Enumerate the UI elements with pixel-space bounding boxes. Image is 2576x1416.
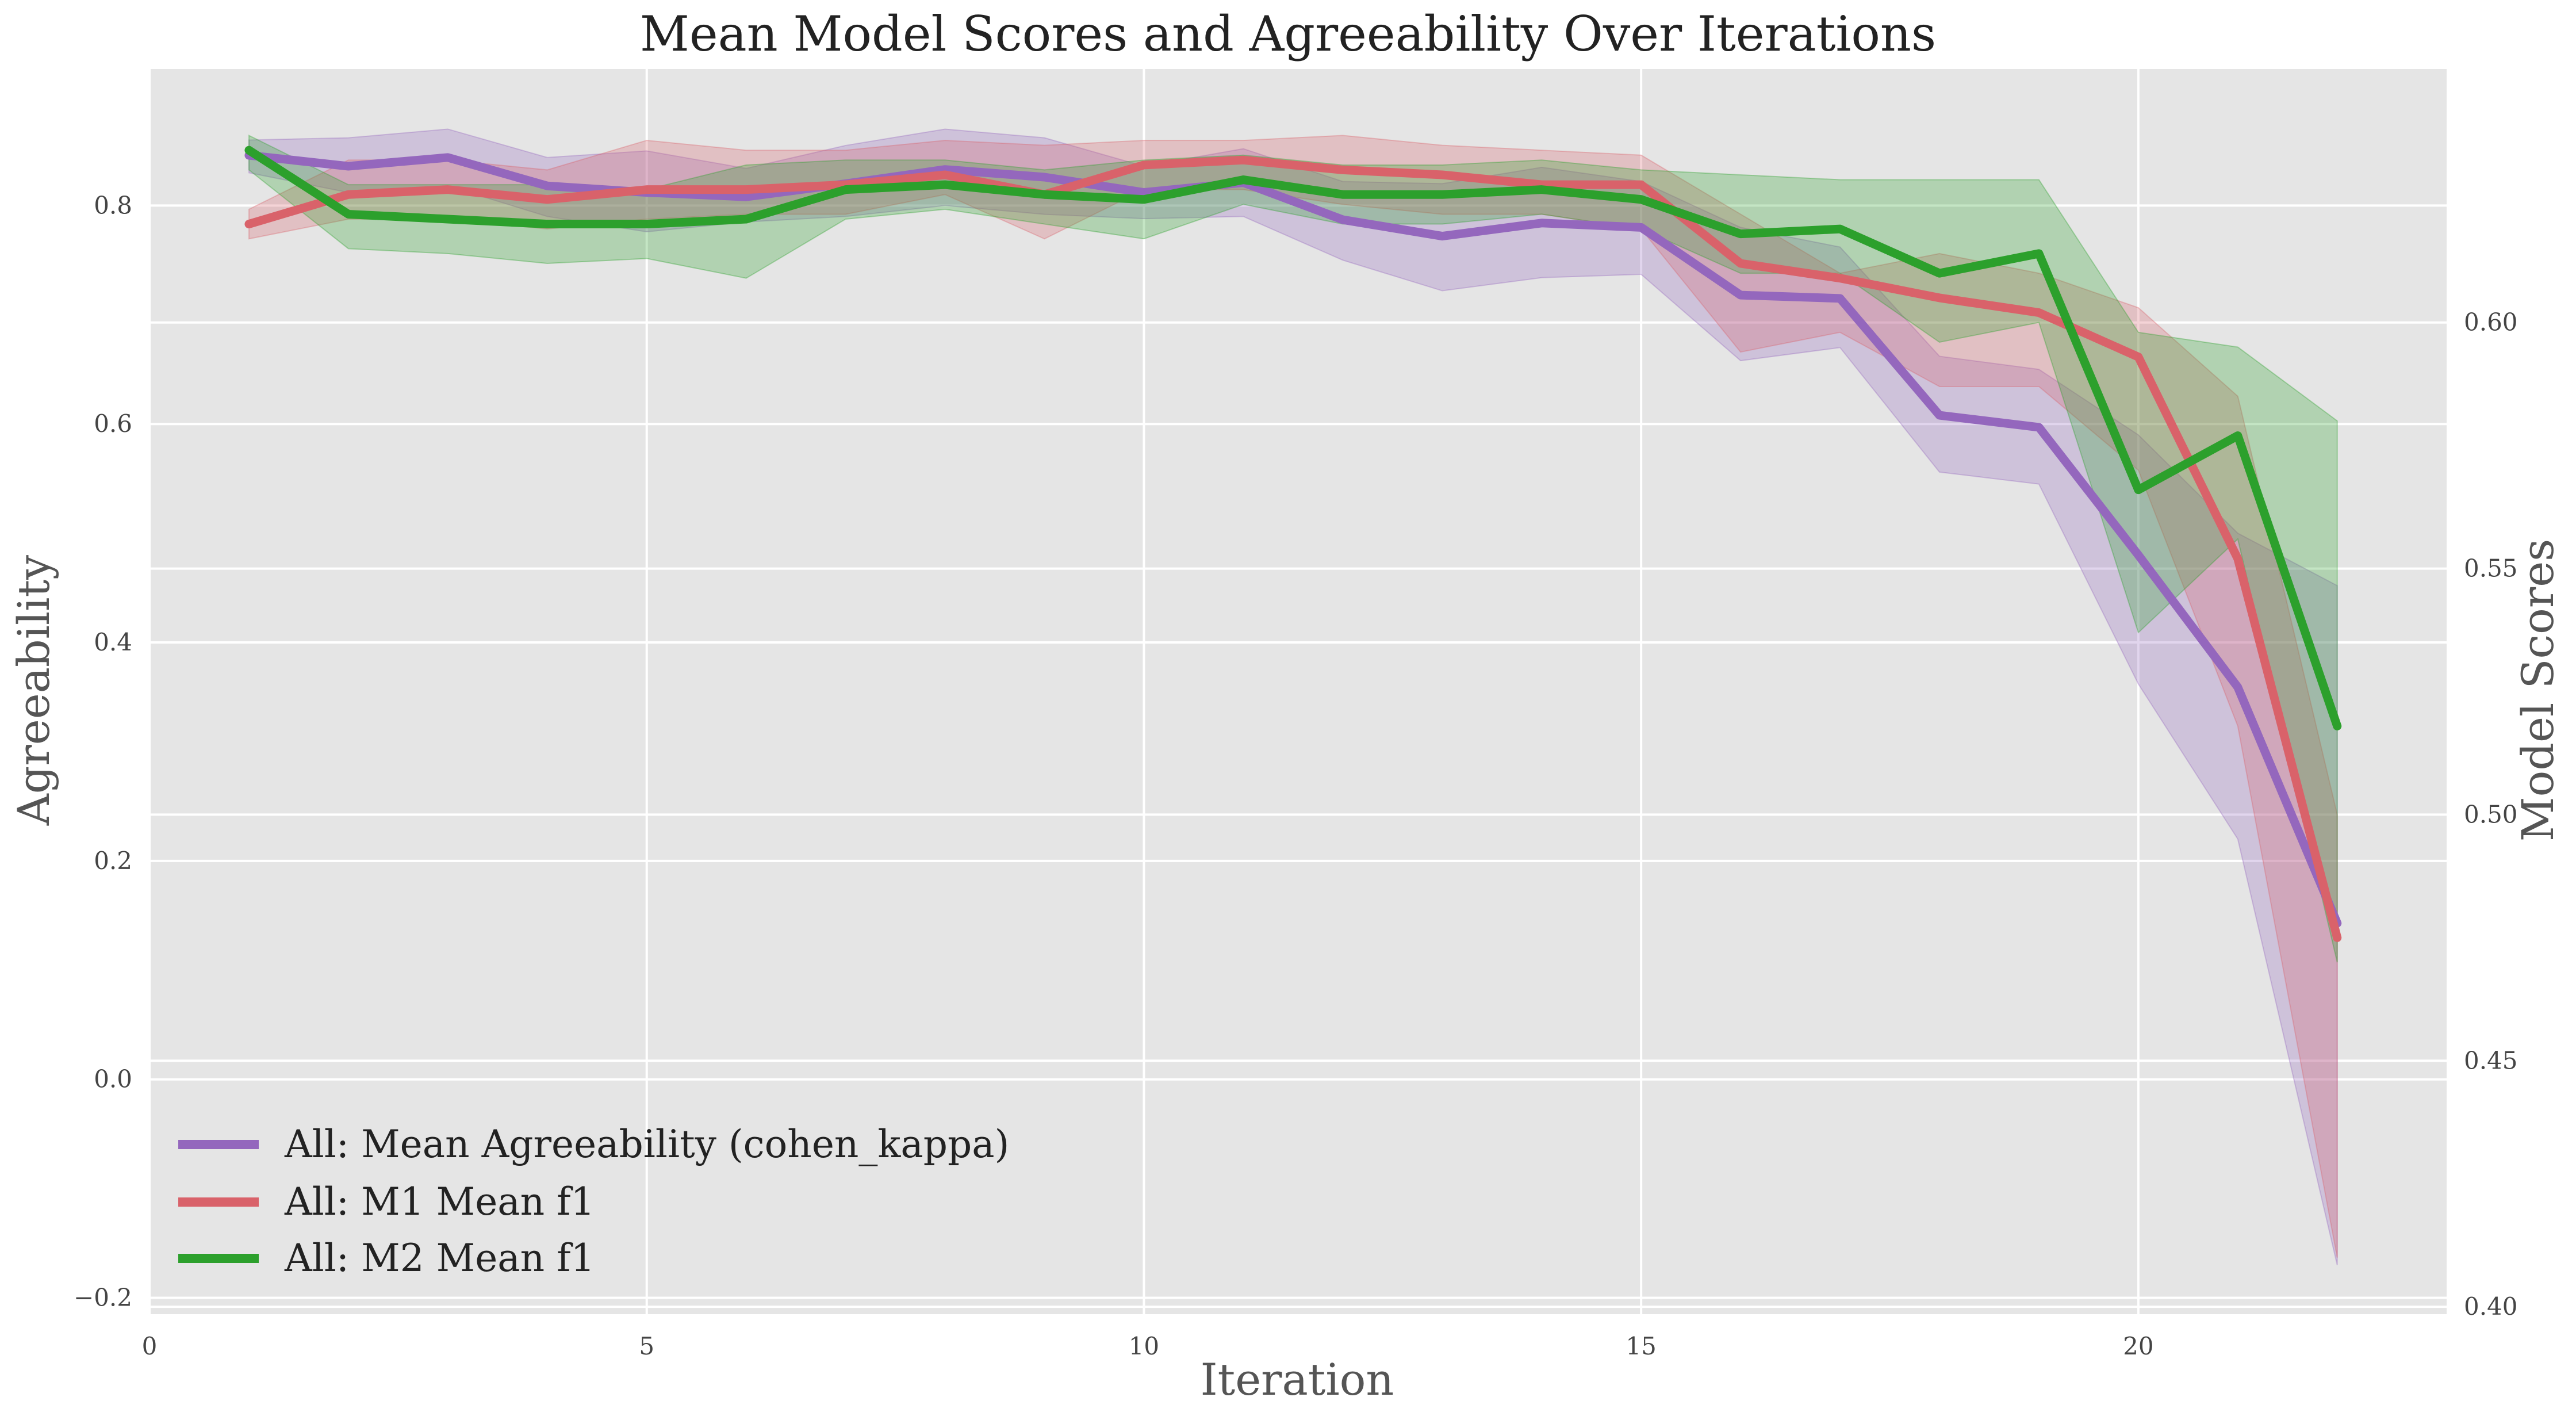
- y-tick-label-right: 0.40: [2464, 1292, 2518, 1321]
- line-m1: [244, 155, 2342, 942]
- legend: All: Mean Agreeability (cohen_kappa) All…: [178, 1122, 1009, 1280]
- y-tick-label-left: 0.4: [94, 628, 132, 656]
- y-tick-label-left: 0.8: [94, 191, 132, 219]
- x-tick-label: 5: [639, 1332, 654, 1360]
- legend-label-m1: All: M1 Mean f1: [284, 1180, 595, 1224]
- series-lines: [244, 146, 2342, 942]
- y-tick-label-right: 0.45: [2464, 1046, 2518, 1074]
- legend-label-m2: All: M2 Mean f1: [284, 1236, 595, 1280]
- x-tick-label: 20: [2123, 1332, 2153, 1360]
- legend-label-agreeability: All: Mean Agreeability (cohen_kappa): [284, 1122, 1009, 1166]
- plot-area: [150, 69, 2447, 1314]
- band-m1: [248, 135, 2338, 1258]
- x-axis-label: Iteration: [1201, 1354, 1394, 1405]
- y-tick-label-left: 0.0: [94, 1065, 132, 1093]
- y-axis-label-left: Agreeability: [8, 555, 59, 826]
- y-tick-label-right: 0.60: [2464, 308, 2518, 336]
- tick-labels: 0 5 10 15 20 −0.2 0.0 0.2 0.4 0.6 0.8 0.40 0.45 0.50 0…: [74, 191, 2518, 1360]
- y-tick-label-right: 0.50: [2464, 800, 2518, 828]
- y-tick-label-left: −0.2: [74, 1284, 132, 1312]
- x-tick-label: 0: [142, 1332, 158, 1360]
- line-m2: [244, 146, 2342, 730]
- line-agreeability: [244, 151, 2342, 928]
- y-axis-label-right: Model Scores: [2512, 539, 2563, 841]
- y-tick-label-right: 0.55: [2464, 554, 2518, 583]
- y-tick-label-left: 0.6: [94, 410, 132, 438]
- chart-title: Mean Model Scores and Agreeability Over …: [640, 6, 1936, 62]
- y-tick-label-left: 0.2: [94, 847, 132, 875]
- band-agreeability: [248, 128, 2338, 1265]
- x-tick-label: 15: [1626, 1332, 1656, 1360]
- x-tick-label: 10: [1129, 1332, 1159, 1360]
